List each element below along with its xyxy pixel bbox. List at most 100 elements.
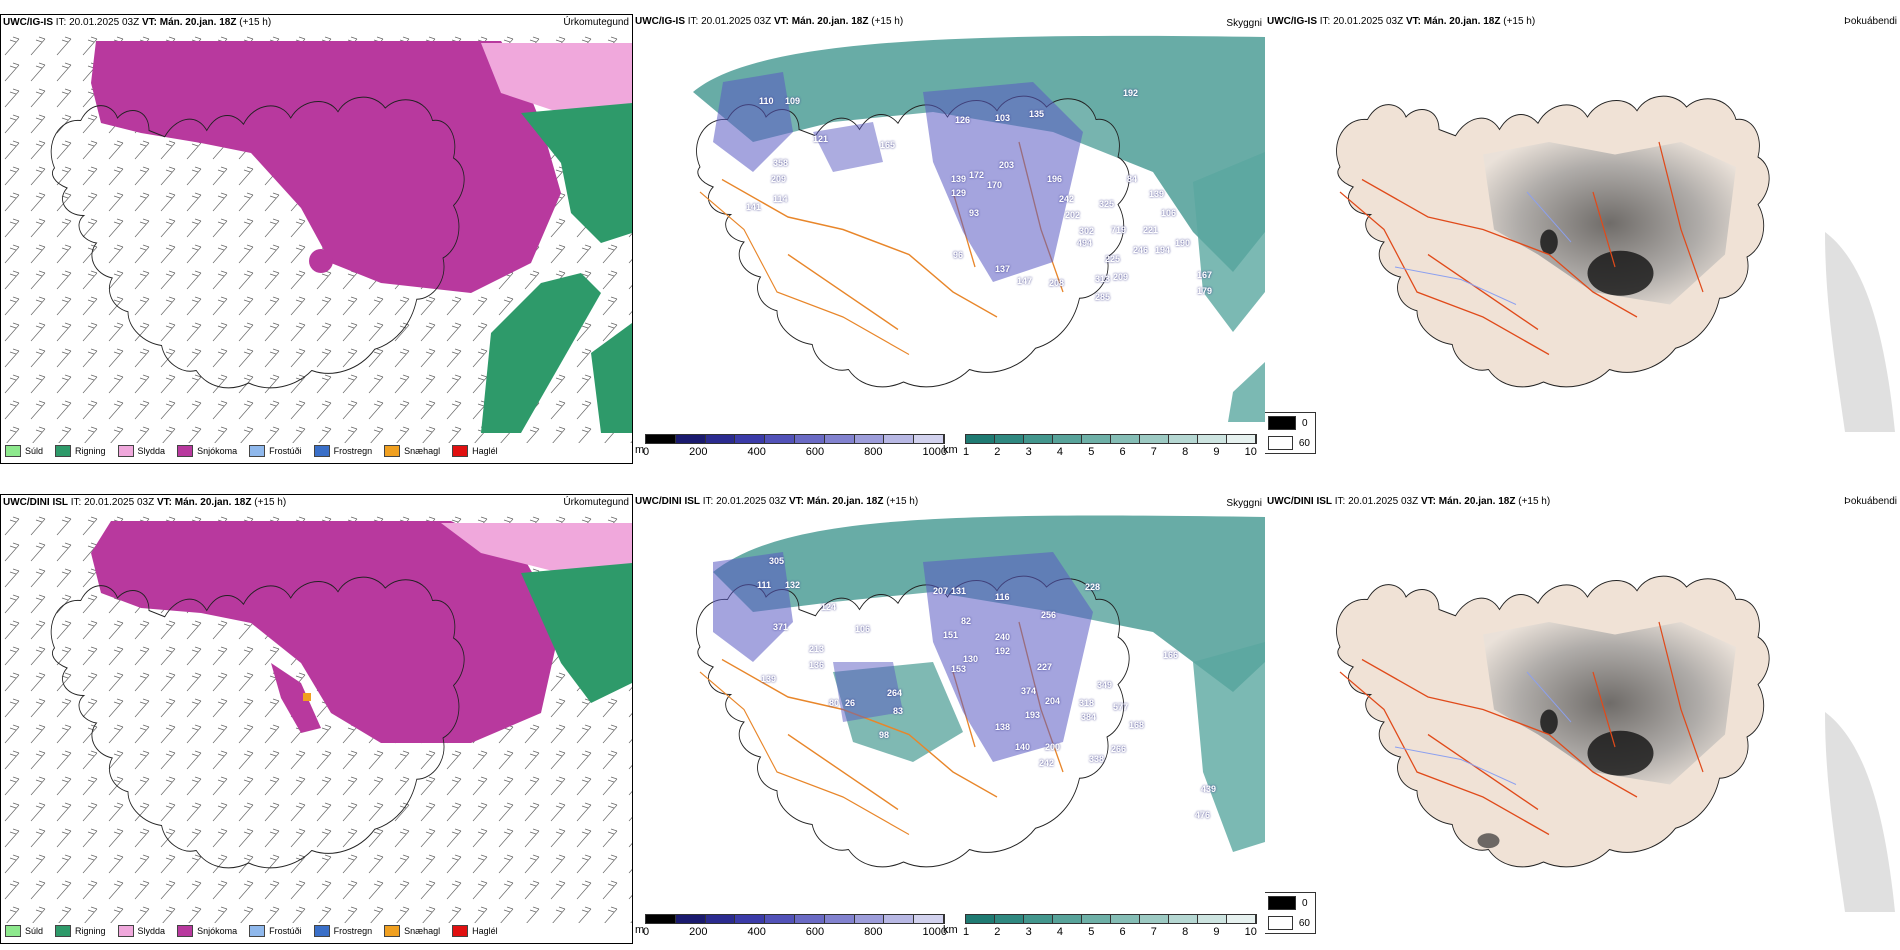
legend-item: Frostúði [249, 925, 302, 937]
cloud-value: 124 [821, 602, 837, 612]
cloud-value: 110 [759, 96, 774, 106]
fog-legend-item: 0 [1265, 893, 1315, 913]
fog-panel-1: UWC/DINI ISL IT: 20.01.2025 03Z VT: Mán.… [1265, 494, 1900, 944]
cloud-value: 130 [963, 654, 979, 664]
snow-area [91, 41, 561, 293]
legend-item: Snæhagl [384, 445, 440, 457]
legend-item: Rigning [55, 445, 106, 457]
cloud-value: 192 [1123, 88, 1139, 98]
precip-panel-1: UWC/DINI ISL IT: 20.01.2025 03Z VT: Mán.… [0, 494, 633, 944]
cloud-value: 242 [1039, 758, 1055, 768]
cloud-colorbar: 0 200 400 600 800 1000 [643, 914, 947, 940]
legend-item: Slydda [117, 445, 165, 457]
cloud-value: 338 [1089, 754, 1105, 764]
legend-item: Frostúði [249, 445, 302, 457]
cloud-value: 136 [809, 660, 825, 670]
cloud-value: 106 [855, 624, 871, 634]
legend-item: Haglél [452, 925, 498, 937]
cloud-value: 114 [773, 194, 788, 204]
cloud-panel-0: UWC/IG-IS IT: 20.01.2025 03Z VT: Mán. 20… [633, 14, 1265, 464]
cloud-value: 165 [880, 140, 896, 150]
cloud-unit: m [635, 924, 645, 936]
rain-area [481, 273, 601, 433]
precip-legend: Súld Rigning Slydda Snjókoma Frostúði Fr… [5, 445, 498, 457]
cloud-value: 349 [1097, 680, 1113, 690]
panel-name: Skyggni [1226, 498, 1262, 509]
cloud-value: 153 [951, 664, 967, 674]
cloud-value: 221 [1143, 225, 1159, 235]
cloud-value: 194 [1155, 245, 1171, 255]
cloud-value: 192 [995, 646, 1011, 656]
rain-area [591, 323, 632, 433]
cloud-value: 318 [1079, 698, 1095, 708]
cloud-value: 302 [1079, 226, 1095, 236]
cloud-value: 203 [999, 160, 1015, 170]
cloud-value: 80 [829, 698, 840, 708]
legend-item: Snæhagl [384, 925, 440, 937]
cloud-value: 225 [1105, 254, 1121, 264]
panel-title: UWC/DINI ISL IT: 20.01.2025 03Z VT: Mán.… [1267, 496, 1551, 507]
precip-legend: Súld Rigning Slydda Snjókoma Frostúði Fr… [5, 925, 498, 937]
panel-name: Skyggni [1226, 18, 1262, 29]
cloud-value: 179 [1197, 286, 1213, 296]
cloud-value: 227 [1037, 662, 1053, 672]
legend-item: Frostregn [313, 445, 372, 457]
cloud-value: 139 [951, 174, 967, 184]
cloud-value: 170 [987, 180, 1003, 190]
fog-legend: 0 60 [1265, 892, 1316, 934]
cloud-value: 121 [813, 134, 829, 144]
cloud-value: 129 [951, 188, 967, 198]
cloud-value: 103 [995, 113, 1011, 123]
panel-name: Úrkomutegund [563, 497, 629, 508]
legend-item: Haglél [452, 445, 498, 457]
fog-map [1335, 575, 1895, 912]
cloud-value: 83 [893, 706, 904, 716]
fog-legend-item: 0 [1265, 413, 1315, 433]
vis-colorbar: 1 2 3 4 5 6 7 8 9 10 [963, 434, 1257, 460]
sleet-area [481, 43, 632, 113]
cloud-map [695, 515, 1265, 868]
panel-title: UWC/DINI ISL IT: 20.01.2025 03Z VT: Mán.… [635, 496, 919, 507]
cloud-value: 167 [1197, 270, 1213, 280]
cloud-value: 476 [1195, 810, 1211, 820]
cloud-value: 26 [845, 698, 856, 708]
cloud-value: 285 [1095, 292, 1111, 302]
legend-item: Slydda [117, 925, 165, 937]
precip-map [1, 513, 632, 923]
panel-name: Úrkomutegund [563, 17, 629, 28]
cloud-unit: m [635, 444, 645, 456]
cloud-value: 264 [887, 688, 903, 698]
cloud-value: 196 [1047, 174, 1063, 184]
fog-legend: 0 60 [1265, 412, 1316, 454]
cloud-value: 209 [1113, 272, 1129, 282]
cloud-value: 202 [1065, 210, 1081, 220]
cloud-value: 325 [1099, 199, 1115, 209]
precip-panel-0: UWC/IG-IS IT: 20.01.2025 03Z VT: Mán. 20… [0, 14, 633, 464]
cloud-value: 139 [1149, 189, 1165, 199]
cloud-value: 131 [951, 586, 967, 596]
cloud-value: 190 [1175, 238, 1191, 248]
cloud-value: 126 [955, 115, 971, 125]
cloud-value: 374 [1021, 686, 1037, 696]
cloud-value: 111 [757, 580, 772, 590]
cloud-value: 228 [1085, 582, 1101, 592]
cloud-value: 207 [933, 586, 949, 596]
cloud-value: 137 [995, 264, 1011, 274]
cloud-value: 204 [1045, 696, 1061, 706]
cloud-value: 172 [969, 170, 985, 180]
cloud-value: 256 [1041, 610, 1057, 620]
cloud-value: 139 [761, 674, 777, 684]
legend-item: Súld [5, 925, 43, 937]
cloud-value: 141 [746, 202, 762, 212]
cloud-value: 439 [1201, 784, 1217, 794]
fog-legend-item: 60 [1265, 433, 1315, 453]
cloud-value: 106 [1161, 208, 1177, 218]
snow-area [91, 521, 561, 743]
cloud-value: 109 [785, 96, 801, 106]
cloud-value: 147 [1017, 276, 1033, 286]
legend-item: Súld [5, 445, 43, 457]
cloud-value: 242 [1059, 194, 1075, 204]
cloud-value: 240 [995, 632, 1011, 642]
legend-item: Snjókoma [177, 925, 237, 937]
cloud-value: 193 [1025, 710, 1041, 720]
